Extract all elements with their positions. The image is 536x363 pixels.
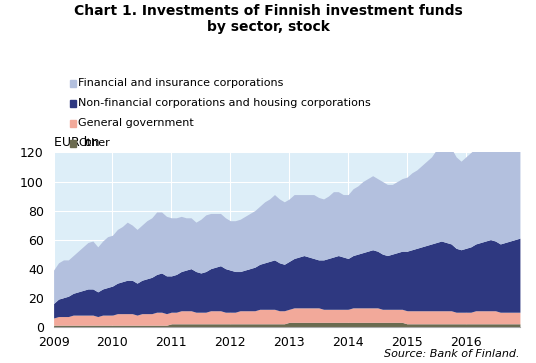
Text: Source: Bank of Finland.: Source: Bank of Finland. <box>384 349 520 359</box>
Text: EUR bn: EUR bn <box>54 136 99 149</box>
Text: General government: General government <box>78 118 193 129</box>
Text: Chart 1. Investments of Finnish investment funds
by sector, stock: Chart 1. Investments of Finnish investme… <box>73 4 463 34</box>
Text: Non-financial corporations and housing corporations: Non-financial corporations and housing c… <box>78 98 370 109</box>
Text: Financial and insurance corporations: Financial and insurance corporations <box>78 78 283 89</box>
Text: Other: Other <box>78 138 110 148</box>
